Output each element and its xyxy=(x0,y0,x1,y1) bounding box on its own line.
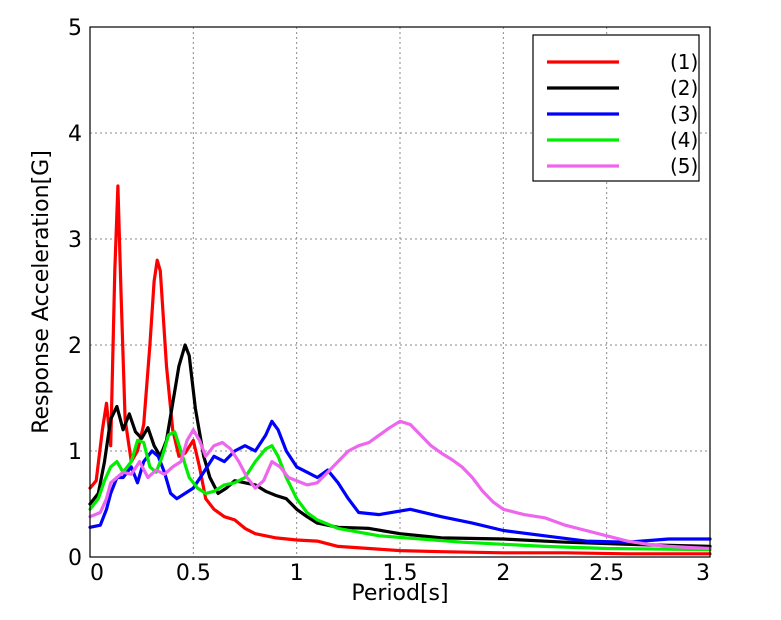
x-tick-label: 0.5 xyxy=(176,561,211,586)
legend: (1)(2)(3)(4)(5) xyxy=(532,34,700,182)
series-line-5 xyxy=(88,419,712,551)
tick-labels: 0 0.5 1 1.5 2 2.5 3 0 1 2 3 4 5 xyxy=(68,16,710,586)
legend-box xyxy=(532,34,700,182)
y-tick-label: 3 xyxy=(68,228,82,253)
legend-label-1: (1) xyxy=(670,50,698,74)
x-tick-label: 2.5 xyxy=(589,561,624,586)
x-tick-label: 3 xyxy=(696,561,710,586)
y-tick-label: 1 xyxy=(68,440,82,465)
legend-label-5: (5) xyxy=(670,154,698,178)
y-tick-label: 5 xyxy=(68,16,82,41)
series-line-4 xyxy=(88,430,712,552)
x-tick-label: 1 xyxy=(290,561,304,586)
y-tick-label: 2 xyxy=(68,334,82,359)
x-tick-label: 0 xyxy=(90,561,104,586)
legend-label-2: (2) xyxy=(670,76,698,100)
legend-label-4: (4) xyxy=(670,128,698,152)
series-line-1 xyxy=(88,184,712,556)
y-tick-label: 0 xyxy=(68,546,82,571)
series-line-3 xyxy=(88,419,712,544)
x-axis-label: Period[s] xyxy=(351,581,448,606)
legend-label-3: (3) xyxy=(670,102,698,126)
series-lines xyxy=(88,184,712,556)
x-tick-label: 2 xyxy=(496,561,510,586)
series-line-2 xyxy=(88,343,712,548)
y-axis-label: Response Acceleration[G] xyxy=(29,150,54,434)
y-tick-label: 4 xyxy=(68,122,82,147)
plot-frame xyxy=(89,26,711,558)
x-tick-label: 1.5 xyxy=(383,561,418,586)
